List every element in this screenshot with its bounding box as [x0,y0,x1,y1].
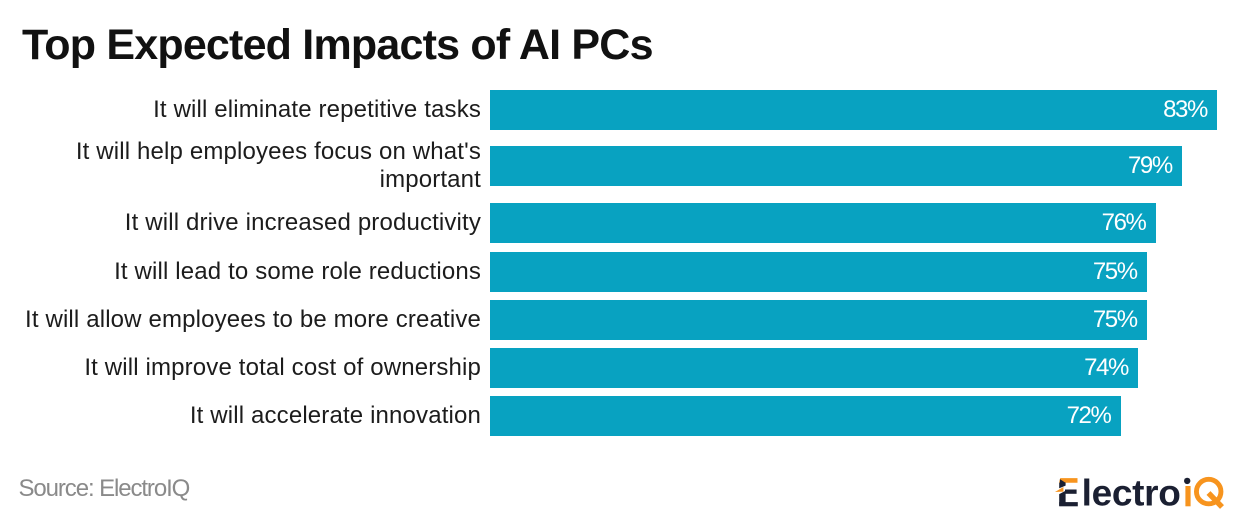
svg-text:lectro: lectro [1082,473,1181,514]
